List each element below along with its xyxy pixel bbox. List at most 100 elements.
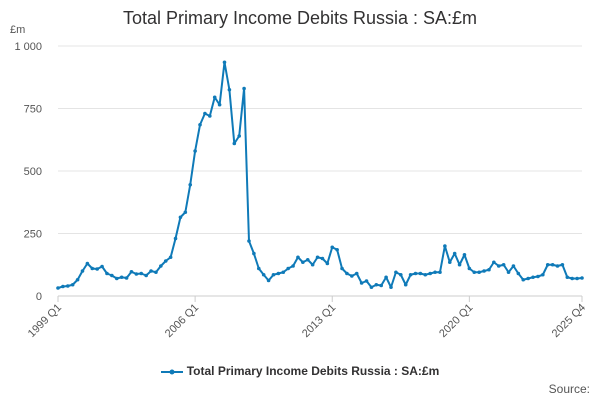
data-point xyxy=(443,244,447,248)
data-point xyxy=(359,281,364,285)
data-point xyxy=(193,149,197,153)
data-point xyxy=(124,276,129,280)
data-point xyxy=(403,282,408,287)
data-point xyxy=(580,276,584,280)
x-tick-label: 2025 Q4 xyxy=(550,302,588,340)
data-point xyxy=(266,278,271,283)
data-point xyxy=(541,272,545,277)
series-points xyxy=(56,60,584,290)
x-tick-label: 2006 Q1 xyxy=(163,302,201,340)
data-point xyxy=(129,269,134,274)
data-point xyxy=(545,262,550,267)
data-point xyxy=(428,271,432,276)
data-point xyxy=(168,255,173,260)
data-point xyxy=(467,266,472,271)
data-point xyxy=(457,262,462,267)
chart-title: Total Primary Income Debits Russia : SA:… xyxy=(122,8,478,28)
data-point xyxy=(418,271,423,276)
data-point xyxy=(492,260,496,265)
y-tick-label: 250 xyxy=(24,229,42,241)
data-point xyxy=(384,275,388,280)
data-point xyxy=(296,255,300,260)
data-point xyxy=(105,271,109,276)
data-point xyxy=(305,257,310,262)
data-point xyxy=(413,271,418,276)
y-tick-label: 0 xyxy=(36,291,42,303)
data-point xyxy=(154,270,158,275)
data-point xyxy=(369,285,374,290)
axes: 0 250 500 750 1 000 1999 Q1 2006 Q1 2013 Q1 2020… xyxy=(14,41,588,340)
data-point xyxy=(159,264,163,268)
data-point xyxy=(232,141,237,146)
data-point xyxy=(536,274,540,279)
x-tick-label: 1999 Q1 xyxy=(26,302,64,340)
y-tick-label: 1 000 xyxy=(14,41,42,53)
data-point xyxy=(149,269,153,273)
data-point xyxy=(452,251,457,256)
data-point xyxy=(399,272,403,277)
data-point xyxy=(570,276,575,281)
data-point xyxy=(531,275,535,280)
data-point xyxy=(325,261,330,266)
data-point xyxy=(291,264,295,268)
legend[interactable]: Total Primary Income Debits Russia : SA:… xyxy=(0,364,600,378)
data-point xyxy=(472,270,477,275)
data-point xyxy=(242,86,246,91)
data-point xyxy=(496,264,501,268)
data-point xyxy=(119,275,124,280)
data-point xyxy=(487,267,491,272)
legend-label: Total Primary Income Debits Russia : SA:… xyxy=(186,364,440,378)
data-point xyxy=(345,271,349,276)
data-point xyxy=(65,284,70,288)
data-point xyxy=(560,262,565,267)
data-point xyxy=(374,282,379,287)
x-tick-label: 2020 Q1 xyxy=(437,302,475,340)
data-point xyxy=(188,182,193,187)
data-point xyxy=(212,95,217,100)
data-point xyxy=(56,286,60,290)
data-point xyxy=(482,269,486,273)
data-point xyxy=(335,247,339,252)
data-point xyxy=(237,134,241,138)
data-point xyxy=(203,111,207,116)
data-point xyxy=(516,271,521,276)
data-point xyxy=(565,275,570,280)
data-point xyxy=(354,271,359,276)
data-point xyxy=(286,266,290,271)
data-point xyxy=(178,215,183,220)
data-point xyxy=(75,277,80,282)
legend-line-marker-icon xyxy=(160,369,183,375)
data-point xyxy=(315,255,320,260)
data-point xyxy=(506,270,511,275)
y-tick-label: 500 xyxy=(24,166,42,178)
data-point xyxy=(80,269,85,273)
data-point xyxy=(256,266,261,271)
data-point xyxy=(208,114,212,118)
data-point xyxy=(217,102,222,107)
data-point xyxy=(134,272,139,276)
data-point xyxy=(227,87,232,92)
series-line-path xyxy=(57,61,583,289)
data-point xyxy=(198,122,202,127)
data-point xyxy=(310,262,315,267)
data-point xyxy=(320,256,325,261)
source-label[interactable]: Source: xyxy=(548,382,590,396)
data-point xyxy=(477,270,481,275)
data-point xyxy=(114,276,119,281)
data-point xyxy=(85,261,90,266)
data-point xyxy=(423,272,428,277)
data-point xyxy=(521,277,526,282)
data-point xyxy=(340,266,344,271)
y-tick-label: 750 xyxy=(24,104,42,116)
data-point xyxy=(163,259,168,263)
data-point xyxy=(575,276,579,281)
data-point xyxy=(183,210,188,215)
data-point xyxy=(350,274,354,278)
data-point xyxy=(408,272,413,277)
series-line xyxy=(57,61,583,289)
y-axis-unit-label: £m xyxy=(10,24,26,36)
data-point xyxy=(222,60,227,65)
data-point xyxy=(330,245,335,250)
data-point xyxy=(144,273,148,278)
